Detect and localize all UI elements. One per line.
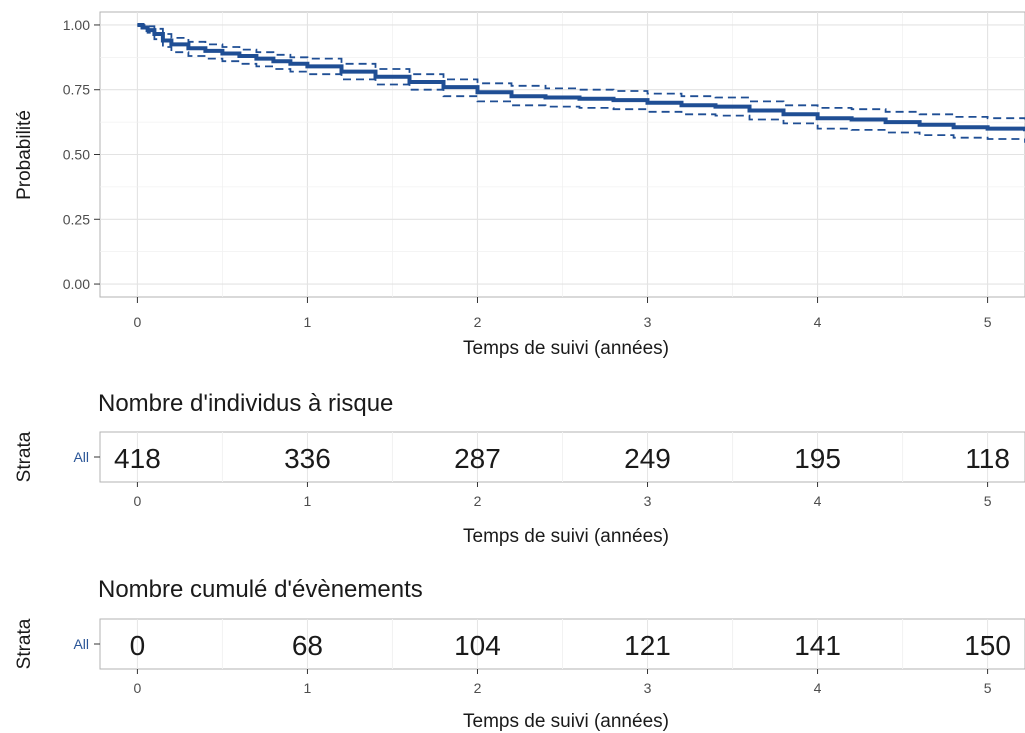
- events-table: Nombre cumulé d'évènements All 0 68 104 121…: [14, 576, 1025, 732]
- survival-x-ticks: 0 1 2 3 4 5: [134, 297, 992, 330]
- risk-table-title: Nombre d'individus à risque: [98, 390, 393, 417]
- risk-x-axis-title: Temps de suivi (années): [463, 526, 669, 547]
- survival-lower-ci: [137, 24, 1025, 143]
- events-x-ticks: 0 1 2 3 4 5: [134, 669, 992, 696]
- risk-value: 336: [284, 443, 331, 474]
- survival-series: [137, 23, 1025, 143]
- events-x-tick-label: 0: [134, 680, 142, 696]
- events-x-tick-label: 2: [474, 680, 482, 696]
- events-table-grid: [136, 619, 989, 669]
- survival-x-tick-label: 1: [304, 314, 312, 330]
- risk-value: 249: [624, 443, 671, 474]
- risk-value: 287: [454, 443, 501, 474]
- events-value: 121: [624, 630, 671, 661]
- survival-y-tick-label: 0.25: [63, 211, 90, 227]
- events-value: 150: [964, 630, 1011, 661]
- survival-x-tick-label: 3: [644, 314, 652, 330]
- survival-y-axis-title: Probabilité: [14, 110, 35, 200]
- events-value: 141: [794, 630, 841, 661]
- survival-x-axis-title: Temps de suivi (années): [463, 338, 669, 359]
- risk-value: 118: [965, 443, 1010, 474]
- events-value: 104: [454, 630, 501, 661]
- events-value: 68: [292, 630, 323, 661]
- survival-y-tick-label: 1.00: [63, 17, 90, 33]
- events-y-axis-title: Strata: [14, 618, 35, 669]
- risk-x-ticks: 0 1 2 3 4 5: [134, 482, 992, 509]
- survival-y-ticks: 0.00 0.25 0.50 0.75 1.00: [63, 17, 100, 292]
- risk-x-tick-label: 2: [474, 493, 482, 509]
- risk-strata-label: All: [73, 449, 89, 465]
- risk-values: 418 336 287 249 195 118: [114, 443, 1010, 474]
- risk-table-grid: [136, 432, 989, 482]
- events-x-tick-label: 1: [304, 680, 312, 696]
- risk-value: 418: [114, 443, 161, 474]
- events-x-tick-label: 3: [644, 680, 652, 696]
- risk-x-tick-label: 3: [644, 493, 652, 509]
- survival-x-tick-label: 2: [474, 314, 482, 330]
- risk-value: 195: [794, 443, 841, 474]
- events-values: 0 68 104 121 141 150: [130, 630, 1011, 661]
- risk-x-tick-label: 0: [134, 493, 142, 509]
- survival-y-tick-label: 0.00: [63, 276, 90, 292]
- survival-y-tick-label: 0.75: [63, 82, 90, 98]
- events-value: 0: [130, 630, 146, 661]
- events-x-axis-title: Temps de suivi (années): [463, 711, 669, 732]
- events-strata-label: All: [73, 636, 89, 652]
- events-table-title: Nombre cumulé d'évènements: [98, 576, 423, 603]
- events-x-tick-label: 4: [814, 680, 822, 696]
- risk-x-tick-label: 5: [984, 493, 992, 509]
- risk-table: Nombre d'individus à risque All 418 336 28…: [14, 390, 1025, 547]
- survival-upper-ci: [137, 24, 1025, 120]
- events-x-tick-label: 5: [984, 680, 992, 696]
- survival-x-tick-label: 5: [984, 314, 992, 330]
- survival-x-tick-label: 4: [814, 314, 822, 330]
- risk-x-tick-label: 4: [814, 493, 822, 509]
- survival-x-tick-label: 0: [134, 314, 142, 330]
- survival-curve: [137, 23, 1025, 132]
- risk-x-tick-label: 1: [304, 493, 312, 509]
- survival-y-tick-label: 0.50: [63, 147, 90, 163]
- risk-y-axis-title: Strata: [14, 431, 35, 482]
- survival-panel: 0.00 0.25 0.50 0.75 1.00 0 1 2 3 4 5 Temps de sui…: [14, 11, 1025, 359]
